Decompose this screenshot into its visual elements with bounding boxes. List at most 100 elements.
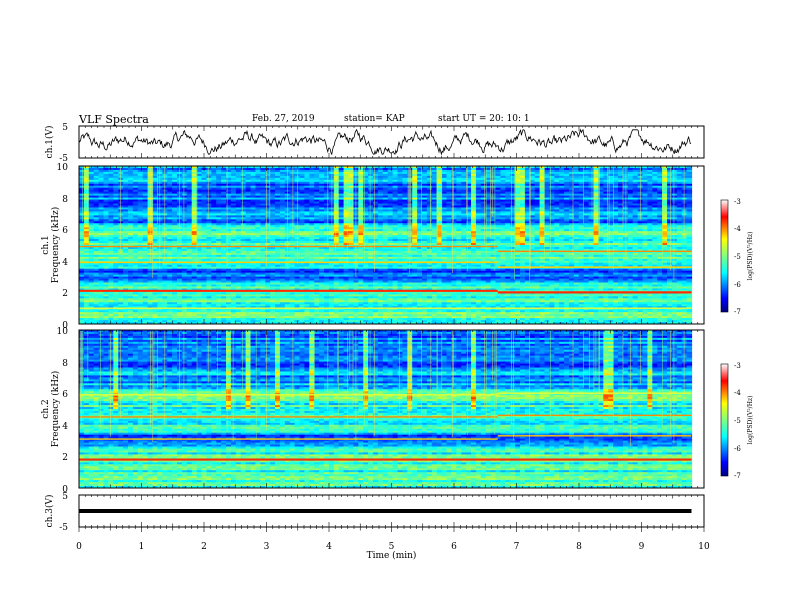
spectrogram-cell bbox=[118, 195, 124, 199]
spectrogram-cell bbox=[515, 221, 521, 224]
spectrogram-cell bbox=[279, 191, 286, 195]
spectrogram-cell bbox=[593, 197, 599, 200]
spectrogram-cell bbox=[157, 177, 163, 181]
spectrogram-cell bbox=[417, 205, 423, 208]
spectrogram-cell bbox=[250, 177, 256, 181]
spectrogram-cell bbox=[534, 223, 541, 226]
spectrogram-cell bbox=[480, 175, 487, 179]
spectrogram-cell bbox=[128, 173, 134, 177]
spectrogram-cell bbox=[128, 191, 134, 195]
spectrogram-cell bbox=[368, 209, 374, 212]
spectrogram-cell bbox=[588, 215, 595, 218]
spectrogram-cell bbox=[211, 227, 217, 230]
spectrogram-cell bbox=[309, 225, 315, 228]
spectrogram-cell bbox=[480, 199, 487, 202]
spectrogram-cell bbox=[529, 169, 536, 173]
spectrogram-cell bbox=[627, 203, 634, 206]
spectrogram-cell bbox=[417, 189, 423, 193]
spectrogram-cell bbox=[618, 166, 624, 169]
spectrogram-cell bbox=[230, 183, 237, 187]
spectrogram-cell bbox=[441, 167, 448, 171]
spectrogram-cell bbox=[431, 205, 438, 208]
spectrogram-cell bbox=[132, 223, 139, 226]
spectrogram-cell bbox=[172, 205, 178, 208]
spectrogram-cell bbox=[216, 203, 222, 206]
spectrogram-cell bbox=[314, 185, 320, 189]
spectrogram-cell bbox=[652, 213, 658, 216]
spectrogram-cell bbox=[343, 225, 350, 228]
spectrogram-cell bbox=[191, 177, 198, 181]
spectrogram-cell bbox=[363, 199, 369, 202]
spectrogram-cell bbox=[235, 211, 242, 214]
spectrogram-cell bbox=[647, 185, 653, 189]
spectrogram-cell bbox=[265, 221, 271, 224]
spectrogram-cell bbox=[402, 227, 408, 230]
spectrogram-cell bbox=[88, 183, 95, 187]
spectrogram-cell bbox=[417, 183, 423, 187]
spectrogram-cell bbox=[373, 195, 379, 199]
spectrogram-cell bbox=[333, 217, 340, 220]
spectrogram-cell bbox=[216, 169, 222, 173]
spectrogram-cell bbox=[230, 199, 237, 202]
spectrogram-cell bbox=[265, 211, 271, 214]
spectrogram-cell bbox=[382, 185, 389, 189]
spectrogram-cell bbox=[314, 167, 320, 171]
spectrogram-cell bbox=[338, 223, 345, 226]
spectrogram-cell bbox=[412, 177, 418, 181]
spectrogram-cell bbox=[564, 167, 570, 171]
spectrogram-cell bbox=[451, 193, 457, 197]
spectrogram-cell bbox=[206, 207, 212, 210]
spectrogram-cell bbox=[132, 181, 139, 185]
spectrogram-cell bbox=[554, 187, 560, 191]
spectrogram-cell bbox=[441, 195, 448, 199]
spectrogram-cell bbox=[564, 197, 570, 200]
spectrogram-cell bbox=[113, 229, 119, 232]
spectrogram-cell bbox=[456, 175, 462, 179]
spectrogram-cell bbox=[671, 179, 678, 183]
spectrogram-cell bbox=[363, 203, 369, 206]
spectrogram-cell bbox=[539, 219, 546, 222]
spectrogram-cell bbox=[245, 209, 252, 212]
spectrogram-cell bbox=[181, 209, 188, 212]
spectrogram-cell bbox=[279, 201, 286, 204]
spectrogram-cell bbox=[368, 166, 374, 169]
spectrogram-cell bbox=[461, 211, 467, 214]
spectrogram-cell bbox=[333, 177, 340, 181]
spectrogram-cell bbox=[211, 175, 217, 179]
spectrogram-cell bbox=[490, 199, 497, 202]
spectrogram-cell bbox=[93, 205, 100, 208]
spectrogram-cell bbox=[642, 207, 648, 210]
spectrogram-cell bbox=[417, 201, 423, 204]
spectrogram-cell bbox=[167, 207, 173, 210]
spectrogram-cell bbox=[466, 221, 472, 224]
spectrogram-cell bbox=[142, 167, 149, 171]
spectrogram-cell bbox=[412, 175, 418, 179]
spectrogram-cell bbox=[554, 197, 560, 200]
spectrogram-cell bbox=[676, 183, 683, 187]
spectrogram-cell bbox=[642, 191, 648, 195]
spectrogram-cell bbox=[642, 175, 648, 179]
spectrogram-cell bbox=[671, 181, 678, 185]
spectrogram-cell bbox=[177, 179, 183, 183]
spectrogram-cell bbox=[98, 189, 105, 193]
spectrogram-cell bbox=[216, 205, 222, 208]
spectrogram-cell bbox=[314, 181, 320, 185]
spectrogram-cell bbox=[441, 221, 448, 224]
spectrogram-cell bbox=[270, 169, 276, 173]
spectrogram-cell bbox=[657, 183, 663, 187]
spectrogram-cell bbox=[559, 193, 565, 197]
spectrogram-cell bbox=[466, 175, 472, 179]
spectrogram-cell bbox=[157, 227, 163, 230]
spectrogram-cell bbox=[490, 201, 497, 204]
spectrogram-cell bbox=[191, 181, 198, 185]
spectrogram-cell bbox=[392, 217, 399, 220]
spectrogram-cell bbox=[554, 173, 560, 177]
spectrogram-cell bbox=[662, 197, 668, 200]
spectrogram-cell bbox=[221, 219, 227, 222]
spectrogram-cell bbox=[118, 211, 124, 214]
spectrogram-cell bbox=[98, 213, 105, 216]
spectrogram-cell bbox=[426, 185, 433, 189]
spectrogram-cell bbox=[157, 217, 163, 220]
spectrogram-cell bbox=[118, 201, 124, 204]
spectrogram-cell bbox=[79, 205, 85, 208]
